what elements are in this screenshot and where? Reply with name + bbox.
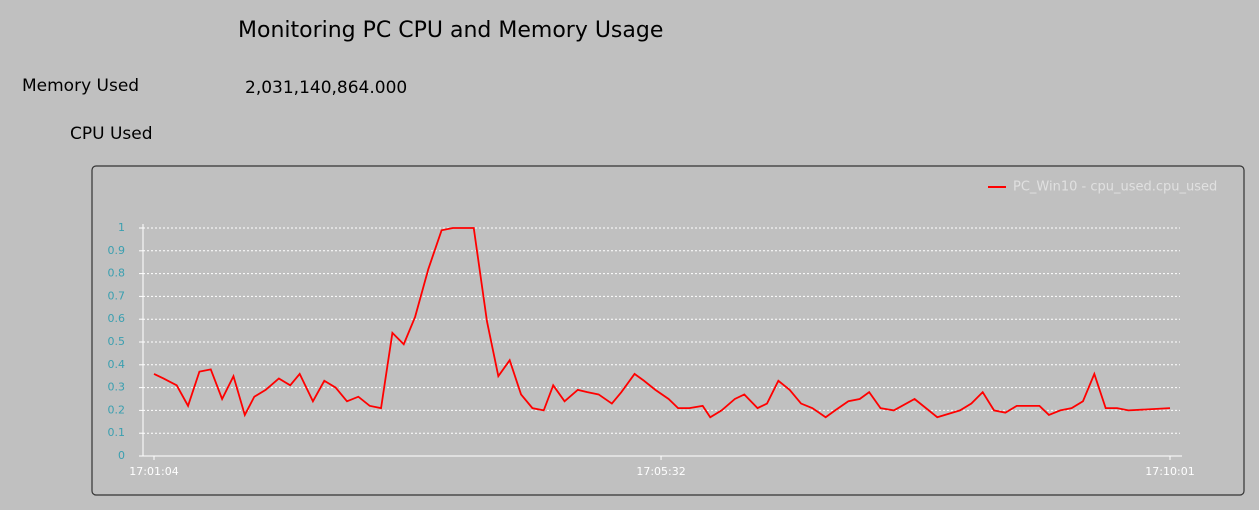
y-tick-label: 0.3 <box>108 381 126 394</box>
page-title: Monitoring PC CPU and Memory Usage <box>238 18 663 43</box>
y-tick-label: 0.7 <box>108 289 126 302</box>
y-tick-label: 1 <box>118 221 125 234</box>
y-tick-label: 0.6 <box>108 312 126 325</box>
y-tick-label: 0.2 <box>108 403 126 416</box>
memory-value: 2,031,140,864.000 <box>245 78 407 98</box>
y-tick-label: 0.8 <box>108 267 126 280</box>
chart-frame <box>91 165 1245 496</box>
y-tick-label: 0.9 <box>108 244 126 257</box>
x-tick-label: 17:10:01 <box>1145 465 1194 478</box>
y-tick-label: 0 <box>118 449 125 462</box>
y-tick-label: 0.5 <box>108 335 126 348</box>
cpu-line <box>153 227 1171 419</box>
x-tick-label: 17:01:04 <box>129 465 178 478</box>
x-tick-label: 17:05:32 <box>636 465 685 478</box>
legend-label: PC_Win10 - cpu_used.cpu_used <box>1013 180 1217 195</box>
y-tick-label: 0.1 <box>108 426 126 439</box>
cpu-label: CPU Used <box>70 124 153 144</box>
y-tick-label: 0.4 <box>108 358 126 371</box>
memory-label: Memory Used <box>22 76 139 96</box>
